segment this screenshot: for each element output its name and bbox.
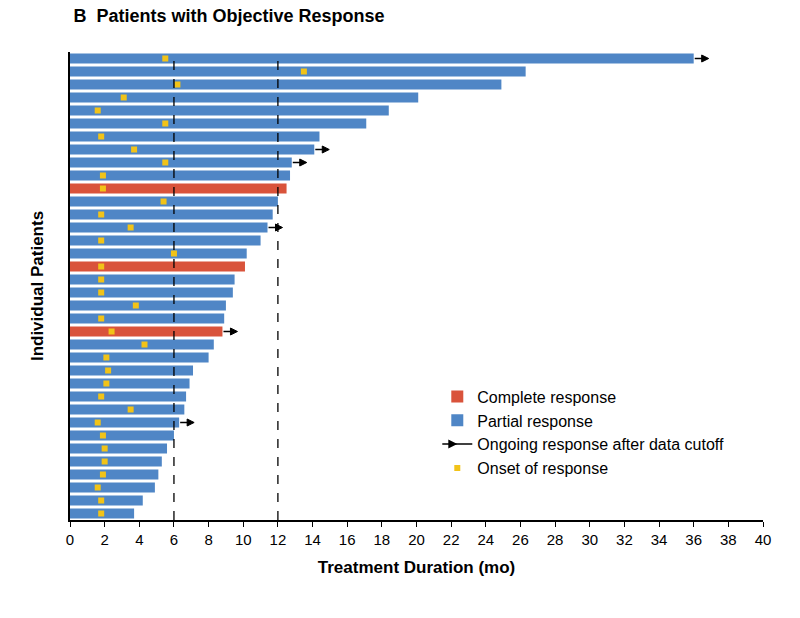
svg-text:32: 32 [616,531,633,548]
svg-text:0: 0 [66,531,74,548]
svg-text:10: 10 [235,531,252,548]
svg-text:12: 12 [270,531,287,548]
svg-text:2: 2 [100,531,108,548]
svg-text:38: 38 [720,531,737,548]
svg-text:36: 36 [685,531,702,548]
svg-text:26: 26 [512,531,529,548]
svg-text:Onset of response: Onset of response [477,460,608,477]
svg-text:6: 6 [170,531,178,548]
svg-text:B Patients with Objective Res: B Patients with Objective Response [73,6,384,26]
svg-text:4: 4 [135,531,143,548]
svg-text:34: 34 [651,531,668,548]
svg-text:40: 40 [755,531,772,548]
svg-text:8: 8 [204,531,212,548]
svg-text:30: 30 [581,531,598,548]
svg-text:Partial response: Partial response [477,413,593,430]
svg-text:Individual Patients: Individual Patients [28,211,47,361]
svg-text:22: 22 [443,531,460,548]
svg-text:16: 16 [339,531,356,548]
svg-text:28: 28 [547,531,564,548]
svg-text:20: 20 [408,531,425,548]
svg-text:18: 18 [374,531,391,548]
svg-text:Complete response: Complete response [477,389,616,406]
svg-text:Treatment Duration (mo): Treatment Duration (mo) [318,558,515,577]
svg-text:Ongoing response after data cu: Ongoing response after data cutoff [477,436,724,453]
svg-text:14: 14 [304,531,321,548]
svg-text:24: 24 [477,531,494,548]
